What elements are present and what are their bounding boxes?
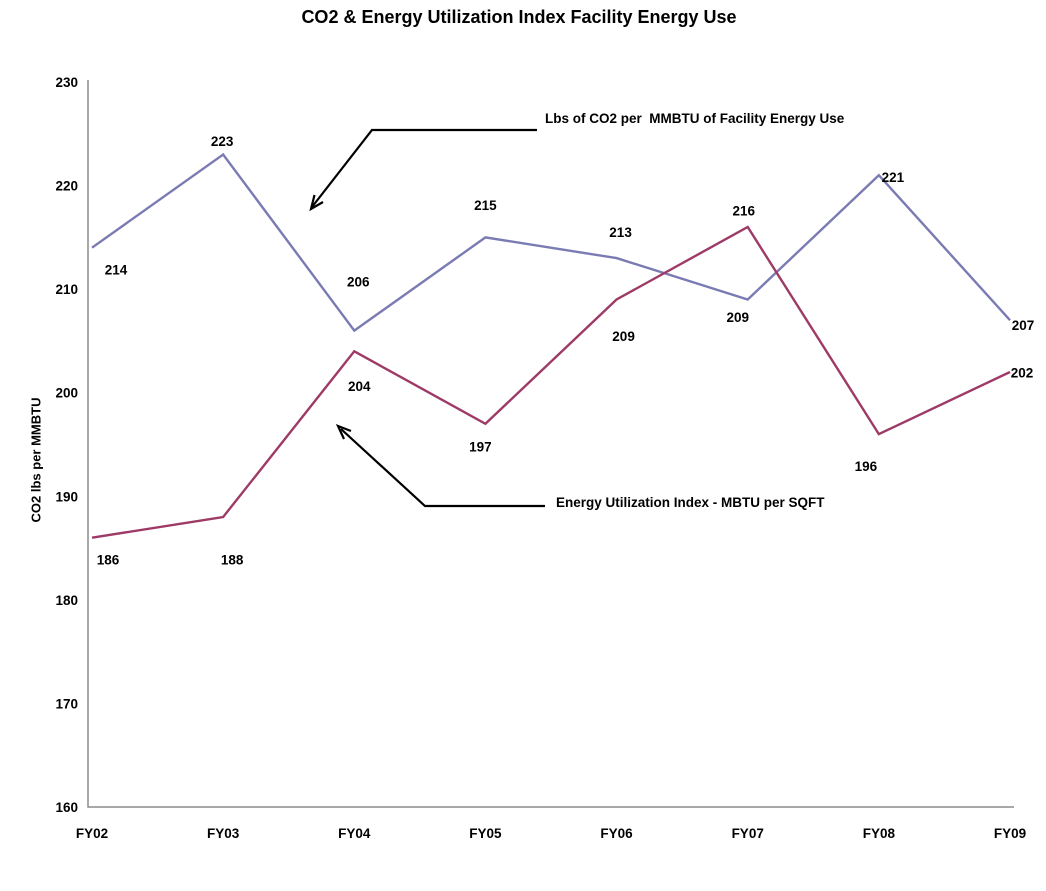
y-tick-label: 200 (55, 386, 78, 401)
y-tick-label: 190 (55, 489, 78, 504)
data-label-co2: 214 (105, 262, 128, 277)
x-axis-label: FY02 (76, 826, 108, 841)
x-axis-label: FY04 (338, 826, 371, 841)
y-tick-label: 170 (55, 696, 78, 711)
series-line-co2 (91, 152, 1011, 333)
data-label-co2: 213 (609, 225, 632, 240)
data-label-eui: 204 (348, 379, 371, 394)
data-label-eui: 186 (97, 552, 120, 567)
x-axis-label: FY08 (863, 826, 896, 841)
x-axis-label: FY09 (994, 826, 1026, 841)
data-label-eui: 202 (1011, 366, 1034, 381)
data-label-co2: 207 (1012, 318, 1035, 333)
data-label-eui: 197 (469, 439, 492, 454)
axis-lines (87, 80, 1014, 808)
eui-annotation-arrowhead-icon (335, 424, 352, 440)
data-label-co2: 206 (347, 274, 370, 289)
eui-annotation-arrow-line (340, 428, 545, 508)
data-label-co2: 215 (474, 198, 497, 213)
y-tick-label: 210 (55, 282, 78, 297)
data-label-co2: 221 (882, 170, 905, 185)
x-axis-label: FY03 (207, 826, 240, 841)
co2-annotation-arrow-line (311, 128, 537, 208)
y-tick-label: 220 (55, 179, 78, 194)
eui-series-annotation-label: Energy Utilization Index - MBTU per SQFT (556, 495, 825, 510)
data-label-eui: 196 (855, 459, 878, 474)
y-tick-label: 230 (55, 75, 78, 90)
data-label-co2: 223 (211, 134, 234, 149)
co2-series-annotation-label: Lbs of CO2 per MMBTU of Facility Energy … (545, 111, 845, 126)
data-label-eui: 188 (221, 553, 244, 568)
x-axis-label: FY05 (469, 826, 502, 841)
y-tick-label: 180 (55, 593, 78, 608)
data-label-eui: 216 (732, 204, 755, 219)
x-axis-label: FY06 (600, 826, 633, 841)
x-axis-label: FY07 (732, 826, 764, 841)
y-tick-label: 160 (55, 800, 78, 815)
data-label-eui: 209 (612, 329, 635, 344)
data-label-co2: 209 (726, 310, 749, 325)
chart-title: CO2 & Energy Utilization Index Facility … (301, 7, 737, 27)
series-line-eui (91, 225, 1011, 539)
co2-annotation-arrowhead-icon (309, 194, 324, 212)
